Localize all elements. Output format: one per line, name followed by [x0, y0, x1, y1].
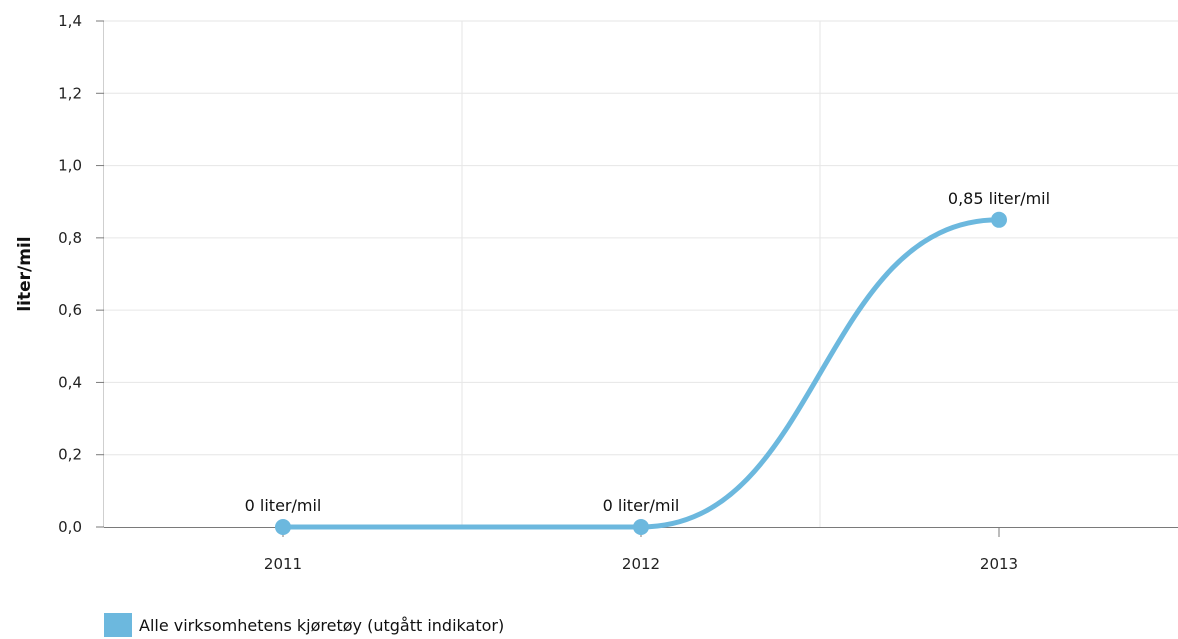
data-point[interactable] — [275, 519, 291, 535]
x-axis-ticks: 2011 2012 2013 — [264, 527, 1018, 573]
x-tick-label: 2013 — [980, 555, 1018, 573]
data-label: 0,85 liter/mil — [948, 189, 1050, 208]
axes — [103, 21, 1178, 528]
series-layer: 0 liter/mil 0 liter/mil 0,85 liter/mil — [245, 189, 1050, 535]
x-tick-label: 2011 — [264, 555, 302, 573]
y-tick-label: 0,0 — [58, 518, 82, 536]
legend-entry[interactable]: Alle virksomhetens kjøretøy (utgått indi… — [139, 616, 504, 635]
data-label: 0 liter/mil — [245, 496, 322, 515]
x-tick-label: 2012 — [622, 555, 660, 573]
y-axis-label: liter/mil — [15, 236, 35, 311]
series-line — [280, 217, 1002, 530]
y-tick-label: 0,2 — [58, 446, 82, 464]
legend-swatch[interactable] — [104, 613, 132, 637]
y-tick-label: 0,8 — [58, 229, 82, 247]
y-tick-label: 0,4 — [58, 373, 82, 391]
legend[interactable]: Alle virksomhetens kjøretøy (utgått indi… — [104, 613, 504, 637]
y-axis-ticks: 0,0 0,2 0,4 0,6 0,8 1,0 1,2 1,4 — [58, 12, 104, 536]
data-label: 0 liter/mil — [603, 496, 680, 515]
data-point[interactable] — [633, 519, 649, 535]
data-point[interactable] — [991, 211, 1007, 228]
y-tick-label: 1,4 — [58, 12, 82, 30]
grid — [104, 20, 1178, 527]
y-tick-label: 1,2 — [58, 84, 82, 102]
y-tick-label: 0,6 — [58, 301, 82, 319]
y-tick-label: 1,0 — [58, 157, 82, 175]
